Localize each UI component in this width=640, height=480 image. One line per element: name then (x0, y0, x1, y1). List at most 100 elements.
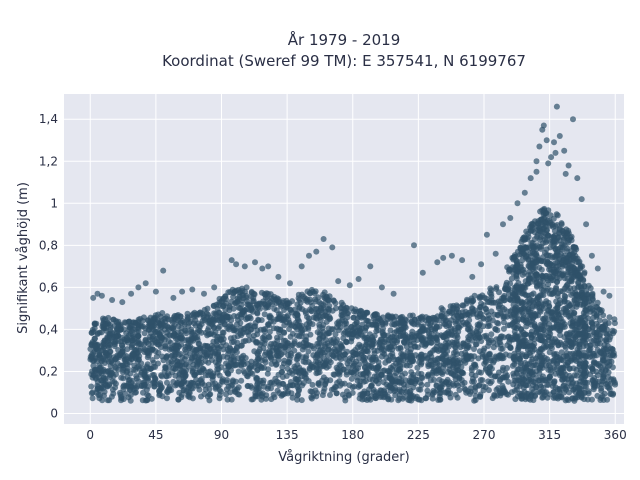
data-point (428, 363, 435, 369)
data-point (125, 318, 132, 325)
data-point (526, 295, 533, 302)
data-point (568, 343, 575, 350)
data-point (539, 359, 546, 366)
data-point (556, 133, 563, 139)
data-point (440, 334, 447, 341)
x-tick-label: 45 (148, 428, 163, 442)
data-point (254, 327, 261, 334)
data-point (540, 327, 547, 333)
data-point (302, 297, 309, 304)
data-point (254, 367, 261, 374)
data-point (306, 306, 313, 313)
data-point (389, 321, 396, 328)
data-point (533, 168, 540, 175)
data-point (354, 374, 361, 381)
data-point (520, 234, 527, 241)
data-point (443, 317, 450, 324)
data-point (527, 314, 534, 320)
data-point (261, 351, 268, 358)
data-point (332, 384, 338, 390)
data-point (351, 308, 357, 315)
data-point (296, 379, 303, 386)
data-point (214, 366, 221, 373)
data-point (507, 308, 514, 315)
data-point (266, 314, 273, 320)
data-point (483, 231, 490, 238)
data-point (500, 313, 507, 320)
data-point (172, 315, 179, 322)
data-point (248, 362, 255, 369)
data-point (389, 350, 396, 357)
data-point (162, 333, 169, 340)
data-point (541, 249, 548, 256)
data-point (587, 305, 594, 312)
data-point (477, 391, 484, 398)
data-point (450, 305, 457, 312)
data-point (188, 335, 195, 341)
data-point (118, 374, 125, 381)
data-point (170, 294, 177, 301)
data-point (279, 391, 286, 398)
data-point (382, 359, 389, 366)
data-point (258, 317, 265, 324)
data-point (553, 211, 560, 218)
data-point (582, 307, 589, 313)
data-point (268, 385, 274, 392)
data-point (542, 273, 549, 279)
data-point (93, 320, 100, 327)
data-point (418, 374, 425, 381)
data-point (511, 387, 518, 394)
data-point (523, 253, 529, 260)
data-point (576, 272, 583, 279)
data-point (101, 360, 108, 366)
data-point (540, 122, 547, 129)
data-point (285, 360, 292, 367)
data-point (370, 389, 377, 396)
data-point (163, 353, 170, 360)
data-point (542, 230, 549, 237)
data-point (505, 333, 512, 340)
data-point (186, 389, 193, 396)
data-point (513, 369, 520, 376)
data-point (582, 360, 589, 366)
data-point (500, 319, 507, 326)
data-point (117, 352, 124, 359)
data-point (199, 310, 205, 317)
data-point (364, 309, 371, 316)
data-point (511, 267, 518, 273)
data-point (490, 359, 497, 366)
data-point (552, 370, 559, 377)
data-point (400, 381, 407, 388)
data-point (546, 329, 552, 336)
data-point (408, 379, 415, 386)
y-tick-label: 0 (50, 406, 58, 420)
data-point (146, 345, 153, 352)
data-point (127, 397, 134, 404)
data-point (158, 329, 165, 336)
data-point (353, 351, 360, 358)
data-point (464, 326, 471, 333)
data-point (213, 384, 219, 391)
data-point (100, 321, 106, 328)
data-point (448, 252, 455, 259)
data-point (201, 290, 207, 297)
data-point (328, 326, 335, 333)
data-point (128, 328, 135, 334)
data-point (114, 327, 121, 334)
data-point (609, 346, 616, 353)
data-point (388, 376, 395, 383)
data-point (189, 379, 196, 386)
data-point (549, 273, 556, 280)
data-point (604, 331, 611, 338)
data-point (287, 379, 294, 385)
data-point (442, 340, 449, 347)
data-point (351, 383, 358, 390)
data-point (287, 280, 293, 287)
data-point (436, 384, 443, 391)
data-point (556, 275, 563, 282)
data-point (391, 316, 398, 323)
data-point (550, 233, 557, 240)
data-point (265, 300, 272, 307)
data-point (500, 221, 506, 228)
data-point (432, 326, 439, 332)
